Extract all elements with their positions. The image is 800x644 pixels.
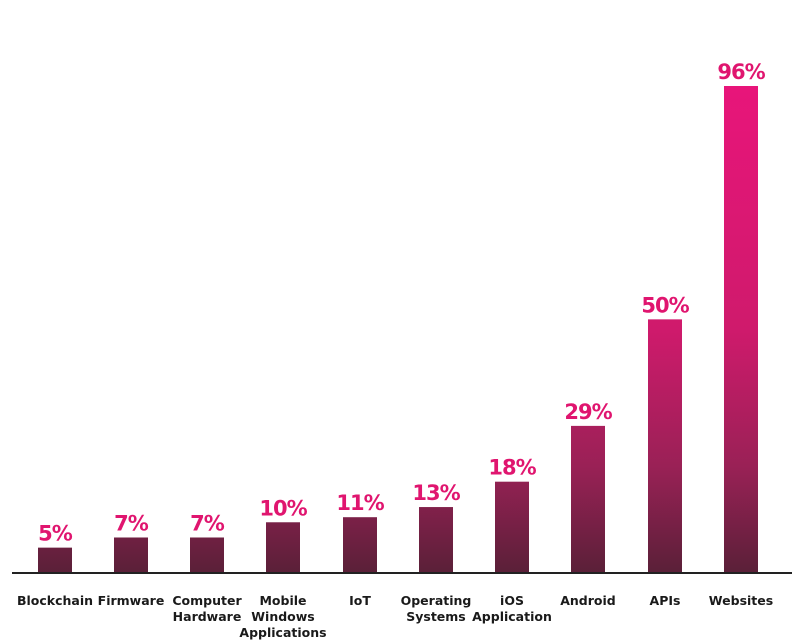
value-label: 11% — [336, 491, 384, 515]
category-label-line: APIs — [650, 593, 681, 608]
category-label-line: IoT — [349, 593, 371, 608]
value-label: 7% — [114, 511, 149, 535]
value-label: 10% — [259, 496, 307, 520]
category-label-line: Windows — [251, 609, 315, 624]
category-label: Blockchain — [17, 593, 93, 608]
value-label: 96% — [717, 60, 765, 84]
category-label-line: Computer — [172, 593, 242, 608]
category-label-line: Application — [472, 609, 552, 624]
value-label: 5% — [38, 522, 73, 546]
category-label-line: Applications — [239, 625, 326, 640]
category-label: iOS Application — [472, 593, 552, 624]
category-label-line: Systems — [406, 609, 466, 624]
category-label: IoT — [349, 593, 371, 608]
value-label: 18% — [488, 456, 536, 480]
value-label: 29% — [564, 400, 612, 424]
bar — [114, 537, 148, 573]
category-label: Firmware — [98, 593, 165, 608]
bar — [38, 547, 72, 573]
category-label: Websites — [709, 593, 773, 608]
bars — [38, 86, 758, 573]
value-label: 50% — [641, 293, 689, 317]
bar — [724, 86, 758, 573]
category-label-line: Mobile — [259, 593, 306, 608]
category-label: Operating Systems — [401, 593, 472, 624]
bar — [190, 537, 224, 573]
value-label: 7% — [190, 511, 225, 535]
category-label-line: Operating — [401, 593, 472, 608]
category-label: Computer Hardware — [172, 593, 242, 624]
value-label: 13% — [412, 481, 460, 505]
category-label-line: iOS — [500, 593, 524, 608]
category-label-line: Hardware — [173, 609, 242, 624]
category-label: Mobile Windows Applications — [239, 593, 326, 640]
category-label-line: Android — [560, 593, 616, 608]
category-label: APIs — [650, 593, 681, 608]
bar — [343, 517, 377, 573]
bar — [648, 319, 682, 573]
bar — [419, 507, 453, 573]
bar — [495, 481, 529, 573]
bar — [571, 425, 605, 573]
bar — [266, 522, 300, 573]
value-labels: 5% 7% 7% 10% 11% 13% 18% 29% 50% 96% — [38, 60, 766, 546]
category-label-line: Firmware — [98, 593, 165, 608]
category-label-line: Blockchain — [17, 593, 93, 608]
category-label-line: Websites — [709, 593, 773, 608]
category-label: Android — [560, 593, 616, 608]
category-labels: Blockchain Firmware Computer HardwareMobile… — [17, 593, 773, 640]
